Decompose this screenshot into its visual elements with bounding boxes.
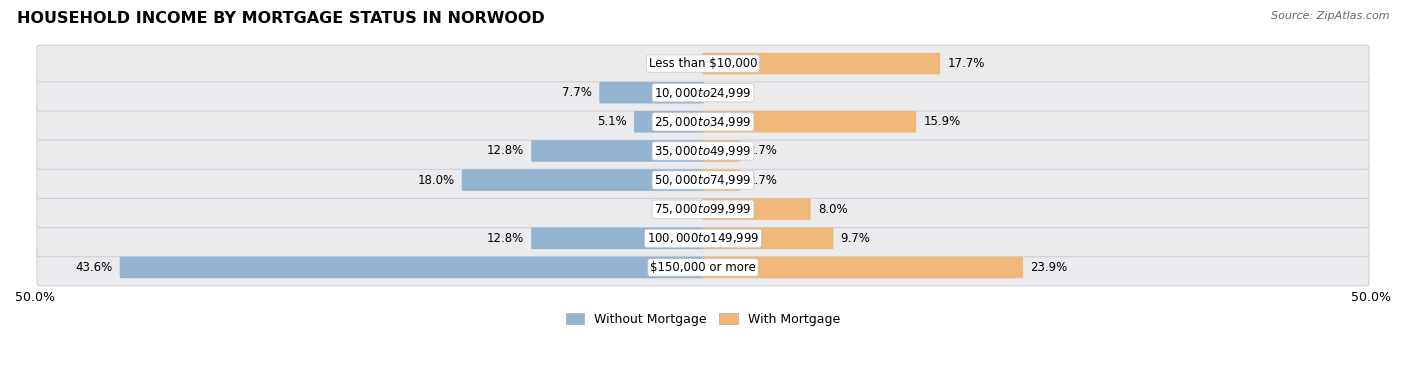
Text: $35,000 to $49,999: $35,000 to $49,999 [654, 144, 752, 158]
Text: $10,000 to $24,999: $10,000 to $24,999 [654, 86, 752, 100]
FancyBboxPatch shape [702, 198, 811, 220]
Text: $75,000 to $99,999: $75,000 to $99,999 [654, 202, 752, 216]
FancyBboxPatch shape [120, 257, 704, 278]
Text: 43.6%: 43.6% [76, 261, 112, 274]
Text: $50,000 to $74,999: $50,000 to $74,999 [654, 173, 752, 187]
Text: 12.8%: 12.8% [486, 232, 524, 245]
FancyBboxPatch shape [37, 191, 1369, 228]
Text: 8.0%: 8.0% [818, 203, 848, 216]
Text: 7.7%: 7.7% [562, 86, 592, 99]
FancyBboxPatch shape [37, 103, 1369, 140]
FancyBboxPatch shape [37, 74, 1369, 111]
Text: 18.0%: 18.0% [418, 173, 454, 187]
Text: 2.7%: 2.7% [747, 144, 778, 158]
Text: $25,000 to $34,999: $25,000 to $34,999 [654, 115, 752, 129]
Text: 17.7%: 17.7% [948, 57, 984, 70]
FancyBboxPatch shape [37, 133, 1369, 169]
FancyBboxPatch shape [37, 162, 1369, 198]
FancyBboxPatch shape [37, 45, 1369, 82]
Text: $100,000 to $149,999: $100,000 to $149,999 [647, 231, 759, 245]
Text: 5.1%: 5.1% [598, 115, 627, 128]
Text: 9.7%: 9.7% [841, 232, 870, 245]
FancyBboxPatch shape [702, 169, 740, 191]
FancyBboxPatch shape [531, 228, 704, 249]
FancyBboxPatch shape [599, 82, 704, 103]
Text: Less than $10,000: Less than $10,000 [648, 57, 758, 70]
FancyBboxPatch shape [634, 111, 704, 133]
Legend: Without Mortgage, With Mortgage: Without Mortgage, With Mortgage [560, 307, 846, 332]
Text: 0.0%: 0.0% [665, 203, 695, 216]
FancyBboxPatch shape [702, 111, 917, 133]
FancyBboxPatch shape [702, 53, 941, 74]
Text: Source: ZipAtlas.com: Source: ZipAtlas.com [1271, 11, 1389, 21]
Text: 0.0%: 0.0% [711, 86, 741, 99]
Text: 23.9%: 23.9% [1031, 261, 1067, 274]
Text: HOUSEHOLD INCOME BY MORTGAGE STATUS IN NORWOOD: HOUSEHOLD INCOME BY MORTGAGE STATUS IN N… [17, 11, 544, 26]
Text: 2.7%: 2.7% [747, 173, 778, 187]
Text: 12.8%: 12.8% [486, 144, 524, 158]
Text: 0.0%: 0.0% [665, 57, 695, 70]
FancyBboxPatch shape [702, 257, 1024, 278]
FancyBboxPatch shape [37, 249, 1369, 286]
FancyBboxPatch shape [461, 169, 704, 191]
FancyBboxPatch shape [702, 140, 740, 162]
FancyBboxPatch shape [37, 220, 1369, 257]
Text: 15.9%: 15.9% [924, 115, 960, 128]
Text: $150,000 or more: $150,000 or more [650, 261, 756, 274]
FancyBboxPatch shape [531, 140, 704, 162]
FancyBboxPatch shape [702, 228, 834, 249]
